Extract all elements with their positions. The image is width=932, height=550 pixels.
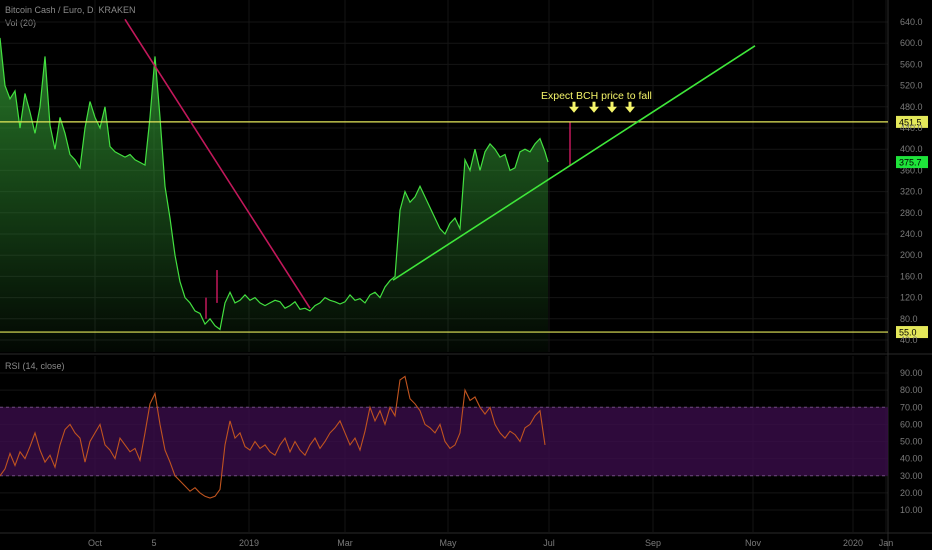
rsi-tick-label: 80.00 xyxy=(900,385,923,395)
price-tick-label: 40.0 xyxy=(900,335,918,345)
annotation-text: Expect BCH price to fall xyxy=(541,90,652,102)
rsi-band xyxy=(0,407,888,476)
down-arrow-icon xyxy=(625,101,635,113)
rsi-tick-label: 60.00 xyxy=(900,419,923,429)
time-tick-label: Oct xyxy=(88,538,103,548)
rsi-label: RSI (14, close) xyxy=(5,361,65,371)
price-tick-label: 320.0 xyxy=(900,187,923,197)
level-badge-0 xyxy=(896,115,928,128)
price-tick-label: 240.0 xyxy=(900,229,923,239)
price-tick-label: 80.0 xyxy=(900,314,918,324)
volume-label: Vol (20) xyxy=(5,18,37,28)
time-tick-label: Sep xyxy=(645,538,661,548)
symbol-title: Bitcoin Cash / Euro, D, KRAKEN xyxy=(5,5,136,15)
price-tick-label: 200.0 xyxy=(900,250,923,260)
rsi-tick-label: 10.00 xyxy=(900,505,923,515)
time-tick-label: 5 xyxy=(151,538,156,548)
rsi-tick-label: 90.00 xyxy=(900,368,923,378)
rsi-tick-label: 70.00 xyxy=(900,402,923,412)
last-price-label: 375.7 xyxy=(899,158,922,168)
last-price-badge xyxy=(896,156,928,169)
time-tick-label: Mar xyxy=(337,538,353,548)
level-label-0: 451.5 xyxy=(899,117,922,127)
uptrend-line xyxy=(392,45,756,281)
time-tick-label: 2020 xyxy=(843,538,863,548)
price-area xyxy=(0,37,548,353)
price-tick-label: 560.0 xyxy=(900,59,923,69)
rsi-line xyxy=(0,375,546,499)
time-tick-label: Jul xyxy=(543,538,555,548)
price-tick-label: 360.0 xyxy=(900,165,923,175)
price-tick-label: 440.0 xyxy=(900,123,923,133)
down-arrow-icon xyxy=(607,101,617,113)
price-tick-label: 400.0 xyxy=(900,144,923,154)
time-tick-label: Nov xyxy=(745,538,762,548)
price-tick-label: 120.0 xyxy=(900,293,923,303)
down-arrow-icon xyxy=(569,101,579,113)
price-tick-label: 160.0 xyxy=(900,271,923,281)
price-tick-label: 280.0 xyxy=(900,208,923,218)
time-tick-label: May xyxy=(439,538,457,548)
level-badge-1 xyxy=(896,326,928,339)
price-tick-label: 480.0 xyxy=(900,102,923,112)
time-tick-label: Jan xyxy=(879,538,894,548)
time-tick-label: 2019 xyxy=(239,538,259,548)
rsi-tick-label: 40.00 xyxy=(900,454,923,464)
price-line xyxy=(0,37,549,331)
rsi-tick-label: 30.00 xyxy=(900,471,923,481)
downtrend-line xyxy=(124,18,311,309)
price-tick-label: 600.0 xyxy=(900,38,923,48)
rsi-tick-label: 50.00 xyxy=(900,437,923,447)
price-tick-label: 640.0 xyxy=(900,17,923,27)
price-tick-label: 520.0 xyxy=(900,81,923,91)
level-label-1: 55.0 xyxy=(899,328,917,338)
rsi-tick-label: 20.00 xyxy=(900,488,923,498)
down-arrow-icon xyxy=(589,101,599,113)
